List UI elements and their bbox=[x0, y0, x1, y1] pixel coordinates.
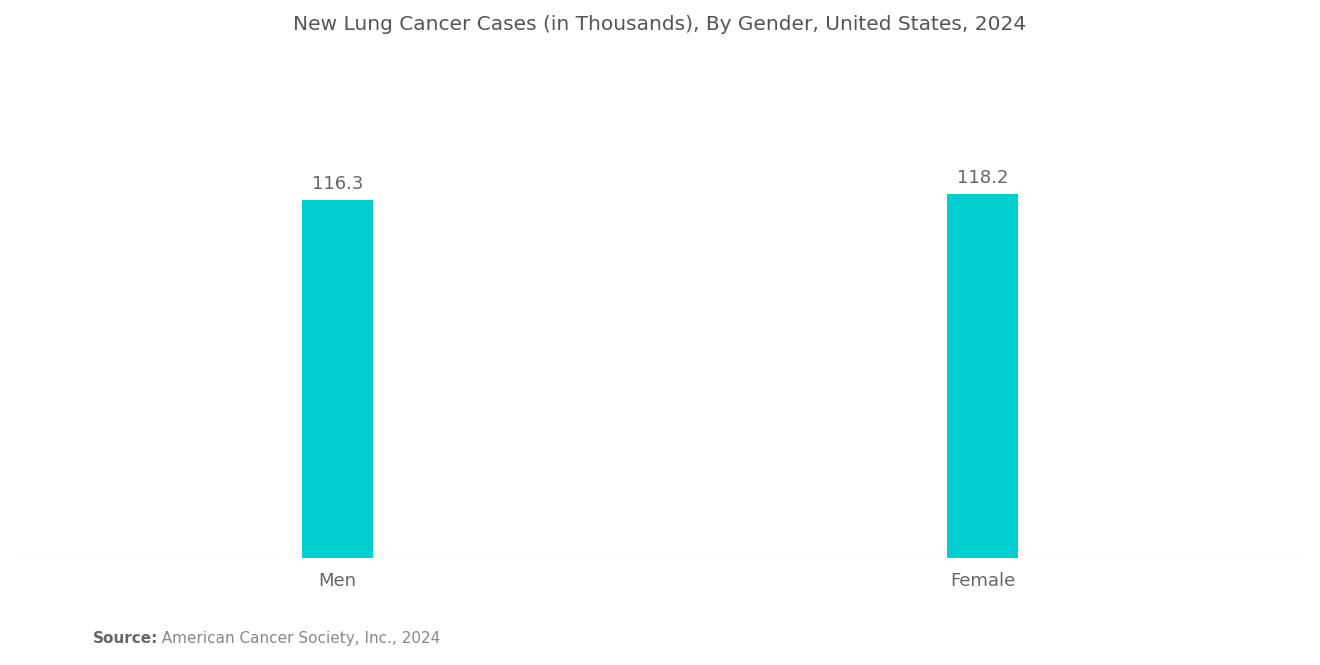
Text: American Cancer Society, Inc., 2024: American Cancer Society, Inc., 2024 bbox=[152, 631, 440, 646]
Bar bbox=[946, 194, 1018, 558]
Bar bbox=[302, 200, 374, 558]
Text: 116.3: 116.3 bbox=[312, 176, 363, 194]
Text: Source:: Source: bbox=[92, 631, 158, 646]
Text: 118.2: 118.2 bbox=[957, 170, 1008, 188]
Title: New Lung Cancer Cases (in Thousands), By Gender, United States, 2024: New Lung Cancer Cases (in Thousands), By… bbox=[293, 15, 1027, 34]
